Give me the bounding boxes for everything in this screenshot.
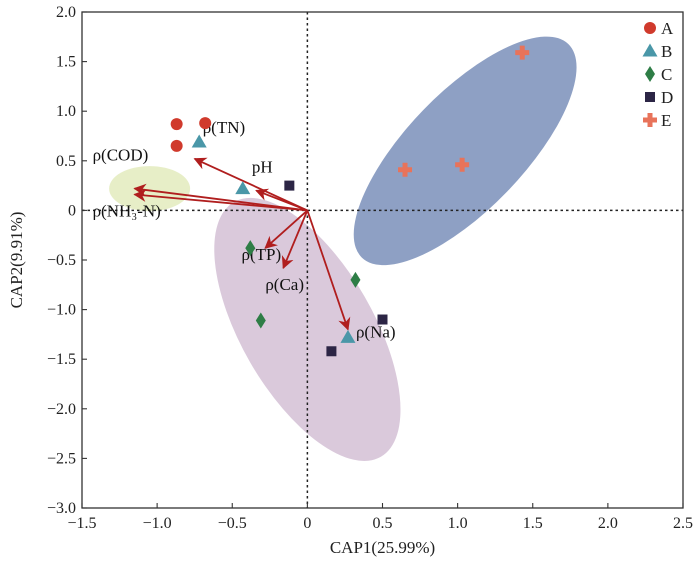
point-C-1 (350, 271, 361, 288)
point-A-0 (170, 118, 183, 131)
x-tick-label-7: 2.0 (598, 515, 618, 532)
vector-arrow-5 (281, 210, 309, 270)
vector-label-3: pH (252, 158, 273, 177)
y-tick-label-9: −2.5 (47, 450, 76, 467)
vector-arrow-1 (133, 189, 308, 212)
ellipse-2 (109, 166, 191, 212)
x-tick-label-8: 2.5 (673, 515, 693, 532)
legend-label-B: B (661, 42, 672, 61)
y-axis-label: CAP2(9.91%) (7, 212, 26, 309)
legend-label-D: D (661, 88, 673, 107)
y-tick-label-8: −2.0 (47, 401, 76, 418)
legend-marker-B (642, 43, 658, 57)
legend-label-A: A (661, 19, 674, 38)
env-vectors: ρ(COD)ρ(NH₃-N)ρ(TN)pHρ(TP)ρ(Ca)ρ(Na) (93, 118, 396, 342)
point-B-2 (340, 329, 356, 343)
y-tick-label-6: −1.0 (47, 302, 76, 319)
group-ellipses (109, 36, 577, 461)
y-tick-label-0: 2.0 (56, 4, 76, 21)
y-tick-label-10: −3.0 (47, 500, 76, 517)
point-E-1 (398, 162, 413, 177)
vector-arrow-6 (306, 210, 351, 331)
point-E-2 (455, 157, 470, 172)
vector-label-0: ρ(COD) (93, 146, 149, 165)
y-tick-label-3: 0.5 (56, 153, 76, 170)
point-B-0 (191, 134, 207, 148)
legend-marker-E (643, 113, 657, 127)
point-A-1 (199, 117, 212, 130)
sample-points (170, 45, 530, 357)
point-D-2 (326, 346, 337, 357)
vector-label-6: ρ(Na) (356, 322, 396, 341)
x-tick-label-3: 0 (303, 515, 311, 532)
legend-marker-C (645, 66, 655, 82)
point-D-1 (377, 314, 388, 325)
legend-label-C: C (661, 65, 672, 84)
x-tick-label-4: 0.5 (373, 515, 393, 532)
vector-label-2: ρ(TN) (203, 118, 245, 137)
y-tick-label-7: −1.5 (47, 351, 76, 368)
legend-marker-A (644, 22, 656, 34)
y-tick-label-5: −0.5 (47, 252, 76, 269)
point-D-0 (284, 180, 295, 191)
y-tick-label-2: 1.0 (56, 103, 76, 120)
x-tick-label-0: −1.5 (67, 515, 96, 532)
point-A-2 (170, 139, 183, 152)
x-tick-label-6: 1.5 (523, 515, 543, 532)
y-tick-label-4: 0 (68, 202, 76, 219)
vector-arrow-4 (264, 209, 308, 249)
reference-lines (82, 12, 683, 508)
vector-arrow-2 (193, 157, 308, 212)
point-C-0 (245, 240, 256, 257)
legend-marker-D (645, 92, 655, 102)
ellipse-0 (353, 36, 577, 266)
ellipse-1 (214, 197, 401, 461)
x-tick-label-2: −0.5 (218, 515, 247, 532)
vector-label-1: ρ(NH₃-N) (93, 202, 161, 221)
x-tick-label-1: −1.0 (143, 515, 172, 532)
x-axis-label: CAP1(25.99%) (330, 538, 435, 557)
point-B-1 (235, 181, 251, 195)
x-tick-label-5: 1.0 (448, 515, 468, 532)
vector-label-5: ρ(Ca) (265, 275, 304, 294)
vector-arrow-0 (133, 183, 308, 212)
axis-ticks: −1.5 −1.0 −0.5 0 0.5 1.0 1.5 2.0 2.5 2.0 1.5 1.0 0.5… (47, 4, 693, 532)
legend-label-E: E (661, 111, 671, 130)
y-tick-label-1: 1.5 (56, 54, 76, 71)
point-E-0 (515, 45, 530, 60)
vector-arrow-3 (255, 188, 308, 212)
point-C-2 (255, 312, 266, 329)
